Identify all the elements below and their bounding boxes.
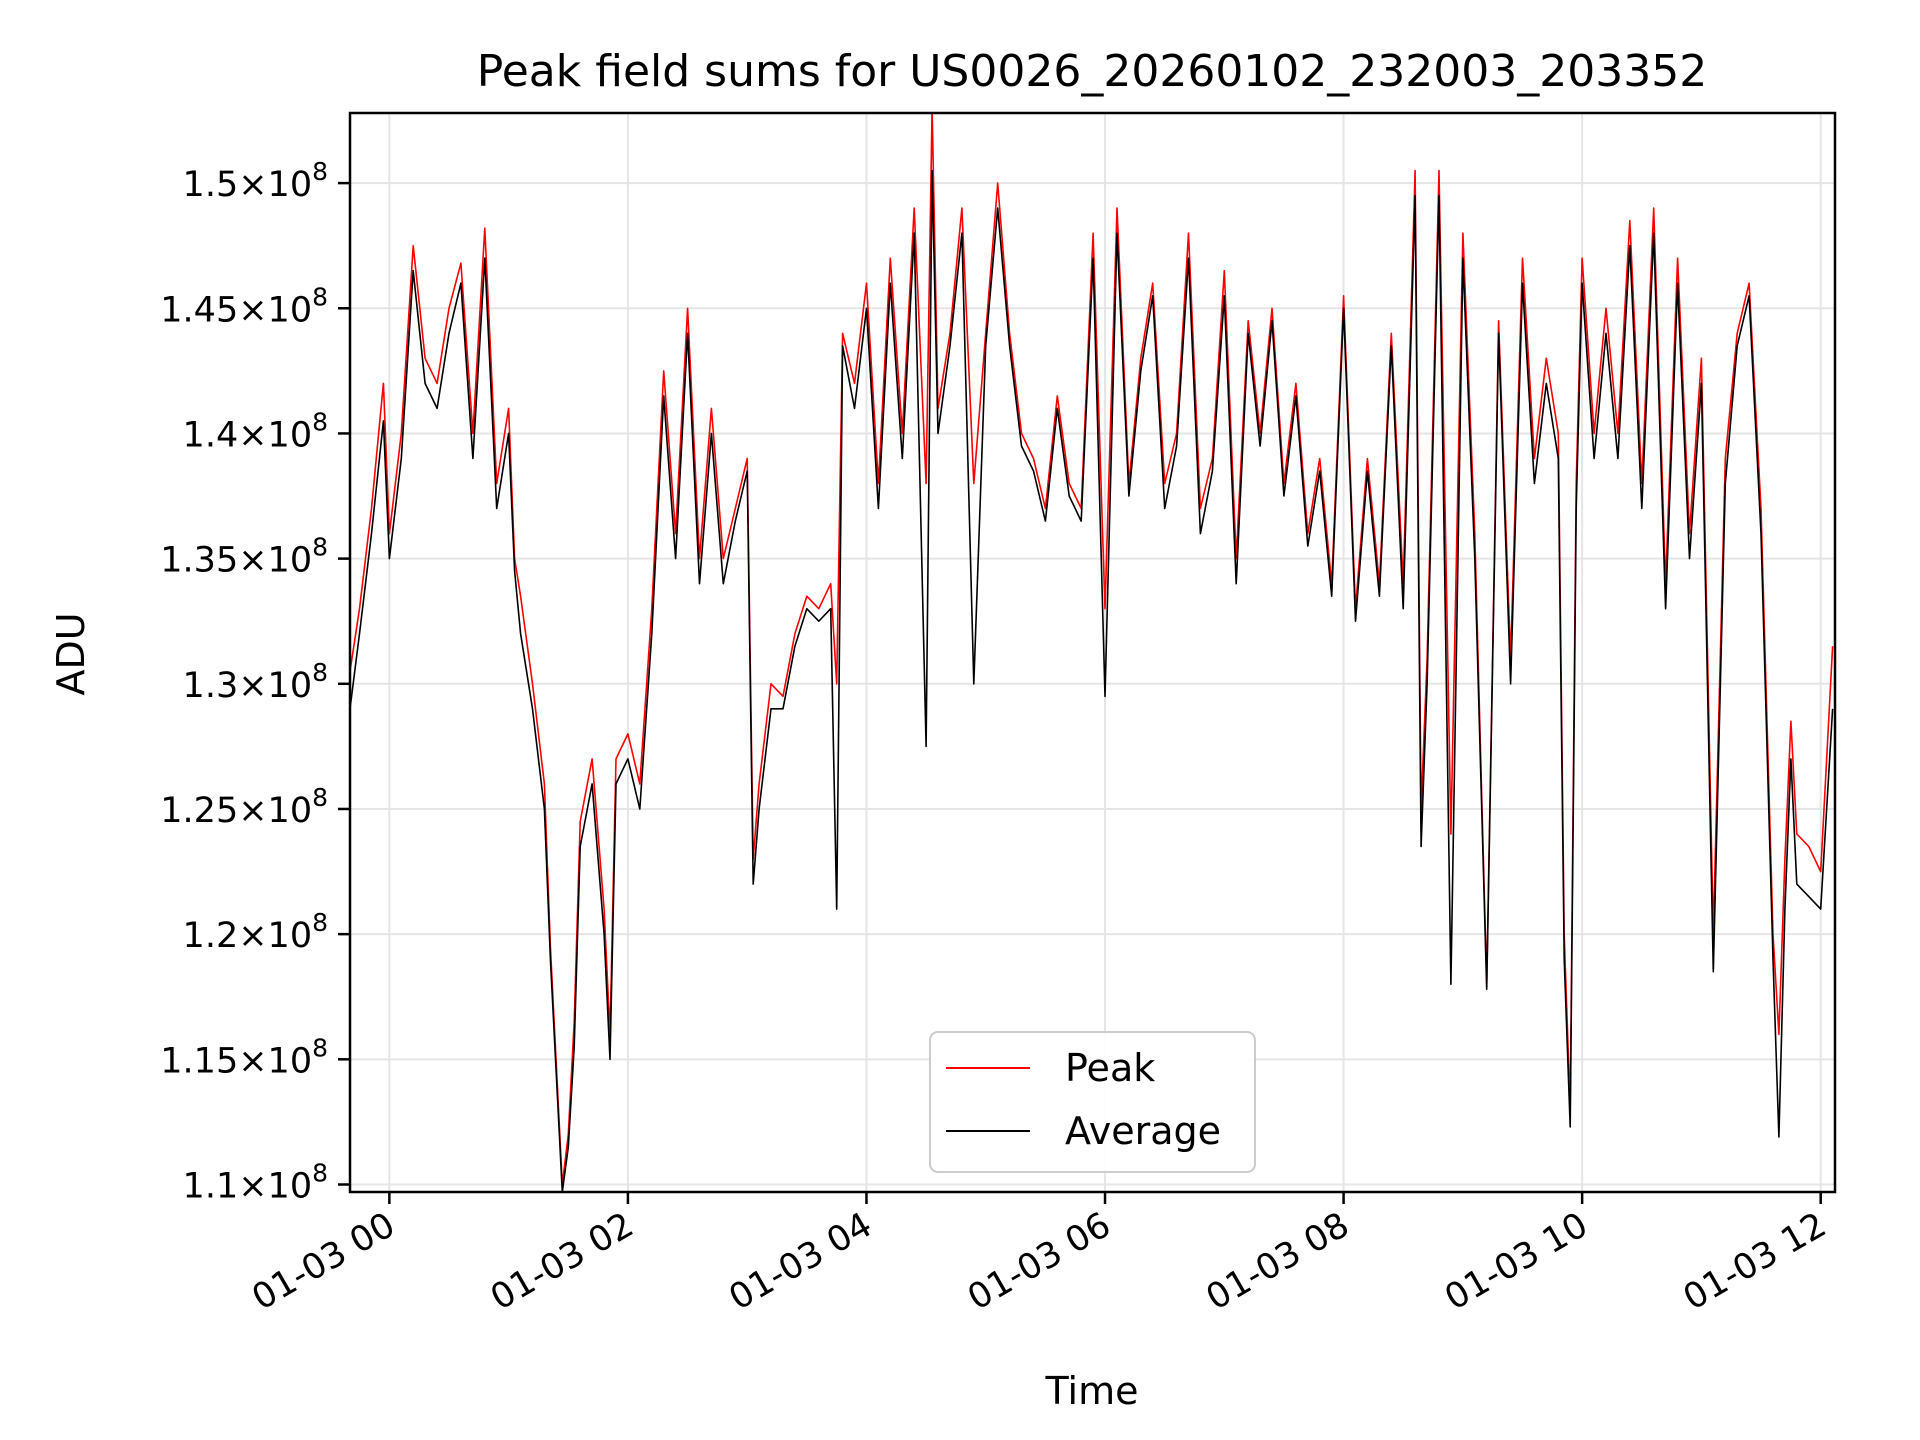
series-line-average [350, 169, 1834, 1192]
y-tick-mantissa: 1.1 [183, 1166, 239, 1206]
y-tick-exponent: 8 [312, 533, 328, 562]
y-tick-exponent: 8 [312, 282, 328, 311]
y-tick-exponent: 8 [312, 658, 328, 687]
y-tick-label: 1.4×108 [183, 407, 328, 455]
y-tick-exponent: 8 [312, 1158, 328, 1187]
y-tick-label: 1.15×108 [160, 1033, 328, 1081]
y-tick-mantissa: 1.15 [160, 1041, 238, 1081]
series-layer [350, 113, 1834, 1192]
y-axis-label: ADU [49, 612, 93, 695]
y-tick-label: 1.1×108 [183, 1158, 328, 1206]
y-tick-base: 10 [268, 1166, 313, 1206]
plot-frame [348, 111, 1837, 1194]
y-tick-base: 10 [268, 791, 313, 831]
y-tick-base: 10 [268, 1041, 313, 1081]
legend-label-average: Average [1065, 1109, 1221, 1153]
y-tick-mantissa: 1.25 [160, 791, 238, 831]
y-tick-exponent: 8 [312, 157, 328, 186]
y-tick-exponent: 8 [312, 407, 328, 436]
y-tick-label: 1.35×108 [160, 533, 328, 581]
y-tick-mantissa: 1.45 [160, 290, 238, 330]
y-tick-base: 10 [268, 165, 313, 205]
y-tick-base: 10 [268, 916, 313, 956]
plot-area [350, 113, 1835, 1192]
y-axis: 1.1×1081.15×1081.2×1081.25×1081.3×1081.3… [160, 157, 350, 1206]
chart-title: Peak field sums for US0026_20260102_2320… [477, 46, 1707, 97]
y-tick-base: 10 [268, 290, 313, 330]
legend-label-peak: Peak [1065, 1046, 1155, 1090]
y-tick-mantissa: 1.2 [183, 916, 239, 956]
y-tick-label: 1.25×108 [160, 783, 328, 831]
x-axis-label: Time [1045, 1369, 1139, 1413]
y-tick-label: 1.45×108 [160, 282, 328, 330]
y-tick-label: 1.3×108 [183, 658, 328, 706]
y-tick-exponent: 8 [312, 783, 328, 812]
y-tick-mantissa: 1.35 [160, 541, 238, 581]
y-tick-mantissa: 1.3 [183, 666, 239, 706]
y-tick-exponent: 8 [312, 908, 328, 937]
y-tick-exponent: 8 [312, 1033, 328, 1062]
y-tick-label: 1.2×108 [183, 908, 328, 956]
y-tick-base: 10 [268, 666, 313, 706]
y-tick-base: 10 [268, 541, 313, 581]
y-tick-mantissa: 1.5 [183, 165, 239, 205]
y-tick-label: 1.5×108 [183, 157, 328, 205]
legend: Peak Average [929, 1031, 1256, 1173]
y-tick-base: 10 [268, 415, 313, 455]
y-tick-mantissa: 1.4 [183, 415, 239, 455]
